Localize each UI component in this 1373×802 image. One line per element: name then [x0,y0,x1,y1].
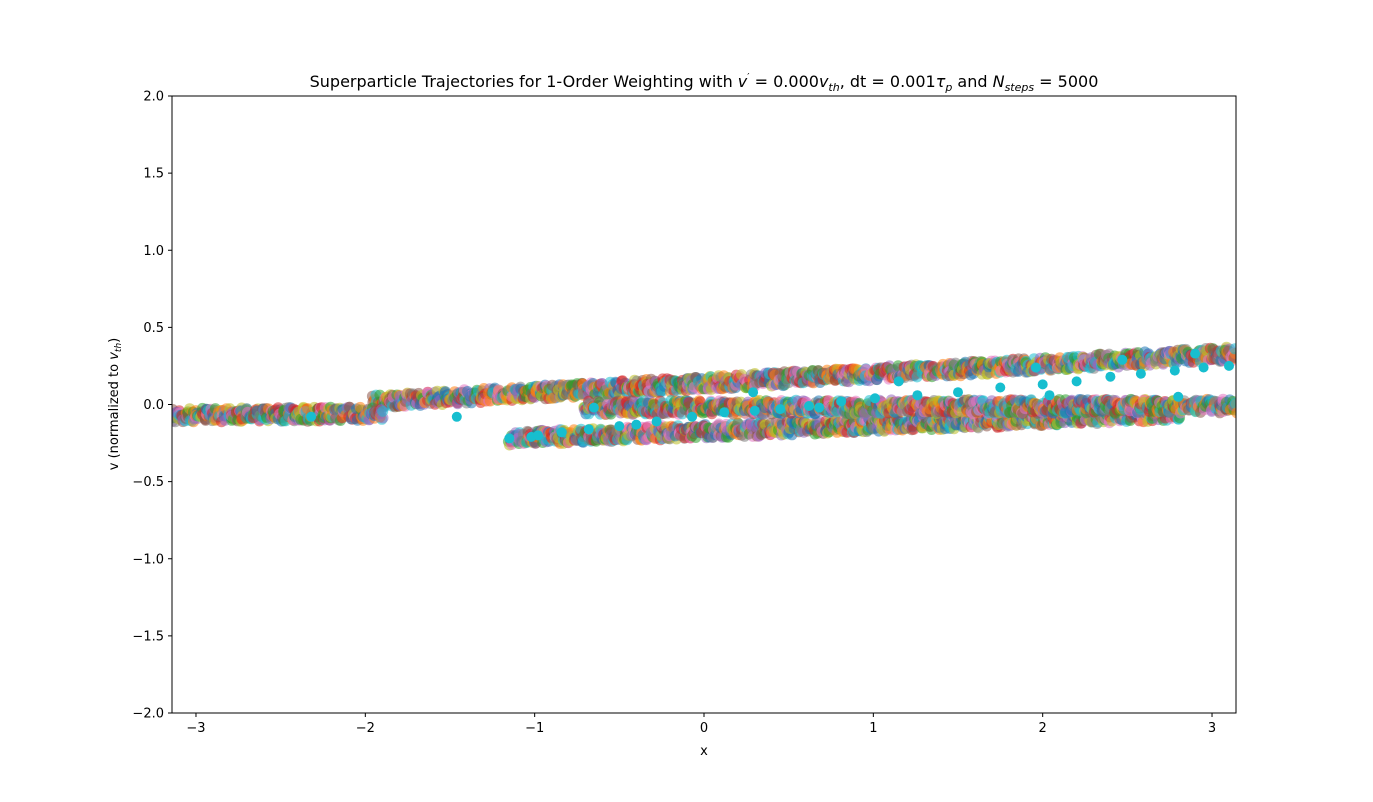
title-tau-subscript: p [944,81,952,94]
trajectory-layer [172,341,1236,451]
title-eq1: = 0.000 [750,72,819,91]
y-label-suffix: ) [107,338,122,343]
title-n-symbol: N [993,72,1005,91]
y-tick-label: −2.0 [132,707,164,722]
final-point [804,401,814,411]
y-tick-label: 0.0 [143,398,164,413]
y-tick-label: −0.5 [132,475,164,490]
x-tick-label: −3 [186,721,205,736]
final-point [719,407,730,418]
final-point [651,416,662,427]
final-point [749,405,760,416]
x-tick-label: 2 [1039,721,1047,736]
final-point [1173,391,1184,402]
trajectory-marker [1231,407,1236,419]
final-point [1135,368,1146,379]
final-point [504,433,515,444]
trajectory-marker [377,405,389,417]
final-point [870,393,880,404]
final-point [912,390,923,401]
final-point [1190,348,1201,359]
final-point [451,411,462,422]
final-point [583,424,594,435]
trajectory-band-near-zero-band [578,393,1236,420]
y-tick-label: 1.0 [143,244,164,259]
final-point [748,387,759,398]
plot-area [172,341,1236,451]
y-tick-label: 0.5 [143,321,164,336]
final-point [836,396,847,407]
final-point [1224,360,1234,371]
chart-title: Superparticle Trajectories for 1-Order W… [310,72,1099,94]
y-axis-label: v (normalized to vth) [107,338,124,470]
y-tick-label: −1.0 [132,552,164,567]
title-dt: , dt = 0.001 [840,72,936,91]
y-tick-label: 2.0 [143,90,164,105]
final-point [775,404,786,415]
final-point [631,419,642,430]
title-eq2: = 5000 [1034,72,1098,91]
x-axis-label: x [700,744,708,759]
final-point [1198,362,1209,373]
final-point [1037,379,1048,390]
final-point [588,402,599,413]
final-point [1105,371,1116,382]
x-tick-label: 1 [869,721,877,736]
trajectory-marker [1229,398,1236,409]
trajectory-band-upper-band [366,341,1236,413]
final-point [1071,376,1082,387]
x-tick-label: −2 [356,721,375,736]
x-tick-label: −1 [525,721,544,736]
y-label-prefix: v (normalized to [107,360,122,470]
final-point [556,427,567,438]
title-vth-symbol: v [819,72,829,91]
y-tick-label: 1.5 [143,167,164,182]
final-point [995,382,1006,393]
final-point [614,421,625,432]
final-point [1169,365,1180,376]
final-point [814,402,825,413]
title-n-subscript: steps [1005,81,1035,94]
trajectory-band-left-band [172,401,389,428]
x-axis: −3 −2 −1 0 1 2 3 [186,713,1216,736]
final-points-layer [306,348,1234,444]
y-label-subscript: th [114,343,124,353]
final-point [1117,354,1128,365]
final-point [953,387,963,398]
y-label-v-symbol: v [107,352,122,360]
title-v-symbol: v [738,72,748,91]
title-v-prime: ′ [747,72,750,83]
title-prefix: Superparticle Trajectories for 1-Order W… [310,72,738,91]
x-tick-label: 3 [1208,721,1216,736]
y-axis: 2.0 1.5 1.0 0.5 0.0 −0.5 −1.0 −1.5 −2.0 [132,90,172,722]
final-point [1044,390,1055,401]
final-point [687,411,698,422]
x-tick-label: 0 [700,721,708,736]
final-point [306,411,317,422]
final-point [893,376,904,387]
title-vth-subscript: th [828,81,839,94]
title-tau-symbol: τ [936,72,946,91]
final-point [1030,362,1041,373]
final-point [533,430,543,441]
y-tick-label: −1.5 [132,629,164,644]
title-and: and [952,72,992,91]
trajectory-marker [1229,343,1236,355]
